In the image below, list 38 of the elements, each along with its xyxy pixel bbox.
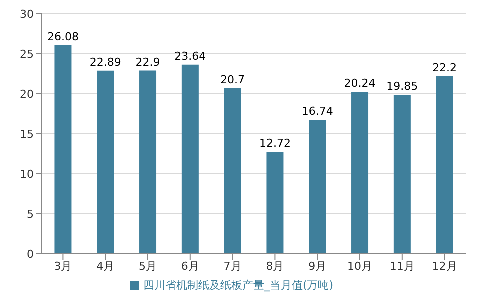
y-tick-label: 0 bbox=[27, 248, 34, 261]
x-tick-label: 12月 bbox=[432, 260, 458, 273]
x-tick-label: 11月 bbox=[390, 260, 415, 273]
y-tick-label: 5 bbox=[27, 208, 34, 221]
data-label: 23.64 bbox=[174, 50, 206, 63]
bar bbox=[266, 152, 284, 254]
x-tick-label: 3月 bbox=[54, 260, 72, 273]
data-label: 22.2 bbox=[432, 61, 458, 74]
bar bbox=[352, 92, 369, 254]
x-tick-label: 10月 bbox=[348, 260, 372, 273]
bar bbox=[54, 45, 72, 254]
x-tick-label: 8月 bbox=[266, 260, 284, 273]
data-label: 22.9 bbox=[136, 56, 160, 69]
bar bbox=[224, 88, 242, 254]
bar bbox=[436, 76, 454, 254]
x-tick-label: 7月 bbox=[224, 260, 242, 273]
data-label: 20.7 bbox=[220, 73, 246, 86]
y-tick-label: 10 bbox=[20, 168, 34, 181]
bar bbox=[309, 120, 326, 254]
data-label: 12.72 bbox=[259, 137, 291, 150]
legend-label: 四川省机制纸及纸板产量_当月值(万吨) bbox=[143, 279, 334, 292]
data-label: 16.74 bbox=[302, 105, 334, 118]
data-label: 19.85 bbox=[386, 80, 418, 94]
bar bbox=[140, 70, 157, 254]
x-tick-label: 5月 bbox=[139, 260, 157, 273]
x-tick-label: 9月 bbox=[308, 260, 327, 273]
x-tick-label: 4月 bbox=[96, 260, 115, 273]
bar bbox=[394, 95, 411, 254]
x-tick-label: 6月 bbox=[181, 260, 200, 273]
bar bbox=[97, 70, 114, 254]
y-tick-label: 30 bbox=[20, 8, 34, 21]
bar bbox=[182, 64, 199, 254]
y-tick-label: 20 bbox=[20, 88, 34, 101]
data-label: 20.24 bbox=[344, 77, 376, 90]
data-label: 22.89 bbox=[90, 56, 122, 69]
y-tick-label: 15 bbox=[20, 128, 34, 141]
y-tick-label: 25 bbox=[20, 48, 34, 61]
data-label: 26.08 bbox=[47, 30, 79, 44]
